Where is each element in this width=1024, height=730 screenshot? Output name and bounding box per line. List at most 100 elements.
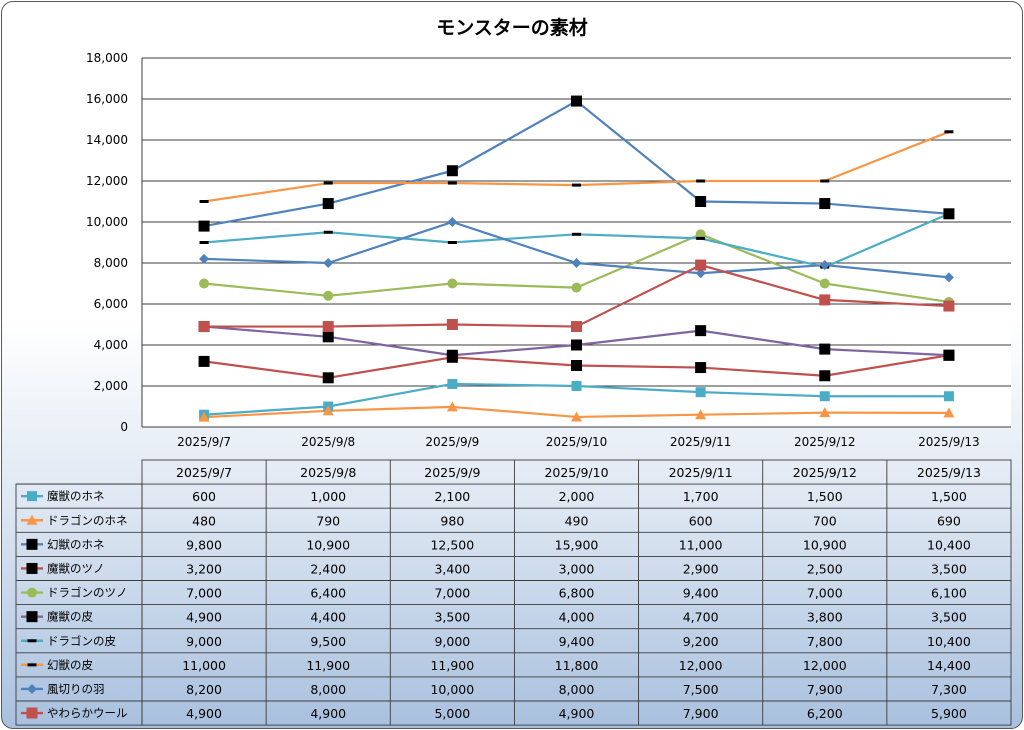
table-cell: 3,000: [559, 561, 595, 576]
data-point: [571, 381, 582, 391]
data-point: [447, 378, 458, 389]
data-point: [571, 411, 582, 422]
table-cell: 7,900: [807, 682, 843, 697]
table-header-cell: 2025/9/12: [793, 465, 857, 480]
data-point: [446, 319, 458, 330]
data-point: [944, 130, 954, 134]
table-cell: 11,900: [430, 658, 474, 673]
data-point: [695, 259, 707, 271]
data-point: [322, 198, 334, 210]
table-cell: 9,500: [310, 634, 346, 649]
table-cell: 600: [689, 513, 713, 528]
table-cell: 10,000: [430, 682, 474, 697]
table-cell: 4,900: [559, 706, 595, 721]
table-cell: 4,000: [559, 610, 595, 625]
data-point: [323, 181, 333, 185]
data-point: [696, 179, 706, 183]
table-cell: 600: [192, 489, 216, 504]
data-point: [572, 232, 581, 236]
data-point: [447, 217, 458, 227]
data-point: [447, 278, 458, 289]
data-point: [819, 260, 830, 271]
y-tick-label: 2,000: [94, 379, 128, 393]
table-cell: 7,800: [807, 634, 843, 649]
table-cell: 790: [316, 513, 340, 528]
data-point: [198, 355, 210, 367]
table-cell: 7,000: [434, 586, 470, 601]
legend-key-marker: [26, 514, 38, 525]
legend-label: ドラゴンの皮: [47, 634, 116, 648]
data-point: [695, 387, 706, 398]
data-point: [322, 331, 334, 343]
table-cell: 10,900: [306, 537, 350, 552]
table-cell: 1,000: [310, 489, 346, 504]
legend-key-marker: [27, 663, 37, 667]
data-point: [571, 95, 582, 107]
data-point: [199, 253, 210, 264]
data-point: [572, 183, 581, 187]
table-header-cell: 2025/9/10: [544, 465, 608, 480]
y-tick-label: 10,000: [86, 215, 128, 229]
data-point: [199, 241, 209, 244]
table-cell: 11,000: [679, 537, 723, 552]
table-header-cell: 2025/9/13: [917, 465, 981, 480]
table-cell: 9,400: [559, 634, 595, 649]
table-cell: 9,800: [186, 537, 222, 552]
table-cell: 9,000: [186, 634, 222, 649]
x-tick-label: 2025/9/7: [177, 435, 231, 449]
table-border: [141, 459, 1012, 726]
table-cell: 10,900: [803, 537, 847, 552]
data-point: [571, 339, 582, 351]
table-cell: 2,000: [559, 489, 595, 504]
table-cell: 3,500: [931, 561, 967, 576]
table-cell: 4,900: [186, 610, 222, 625]
table-cell: 2,500: [807, 561, 843, 576]
table-cell: 980: [440, 513, 464, 528]
data-point: [819, 407, 831, 418]
table-cell: 3,800: [807, 610, 843, 625]
data-point: [323, 290, 334, 301]
data-point: [323, 258, 334, 268]
table-cell: 700: [813, 513, 837, 528]
table-cell: 490: [565, 513, 589, 528]
table-cell: 11,000: [182, 658, 226, 673]
data-point: [943, 300, 955, 312]
data-point: [446, 165, 458, 177]
legend-label: 魔獣のホネ: [47, 489, 105, 503]
table-header-cell: 2025/9/9: [424, 465, 480, 480]
legend-label: 魔獣のツノ: [47, 561, 105, 575]
data-point: [322, 372, 334, 384]
legend-key-marker: [26, 707, 38, 719]
legend-label: 幻獣の皮: [47, 658, 93, 672]
data-point: [199, 278, 210, 289]
table-cell: 6,800: [559, 586, 595, 601]
data-point: [695, 268, 706, 279]
legend-label: 魔獣の皮: [47, 610, 93, 624]
table-cell: 6,100: [931, 586, 967, 601]
data-point: [571, 321, 582, 333]
legend-label: ドラゴンのホネ: [47, 513, 128, 527]
x-tick-label: 2025/9/13: [918, 435, 980, 449]
table-cell: 1,700: [683, 489, 719, 504]
table-cell: 2,100: [434, 489, 470, 504]
table-cell: 4,900: [310, 706, 346, 721]
data-point: [819, 343, 831, 355]
table-cell: 2,900: [683, 561, 719, 576]
table-cell: 5,900: [931, 706, 967, 721]
data-point: [819, 370, 831, 382]
legend-key-marker: [27, 639, 37, 643]
table-header-cell: 2025/9/8: [300, 465, 356, 480]
legend-key-marker: [26, 611, 38, 623]
table-cell: 10,400: [927, 537, 971, 552]
table-cell: 11,900: [306, 658, 350, 673]
table-cell: 2,400: [310, 561, 346, 576]
table-cell: 6,400: [310, 586, 346, 601]
data-point: [819, 198, 831, 210]
table-header-cell: 2025/9/11: [669, 465, 733, 480]
table-cell: 9,200: [683, 634, 719, 649]
table-cell: 7,900: [683, 706, 719, 721]
legend-key-marker: [26, 538, 38, 550]
data-point: [943, 272, 954, 283]
